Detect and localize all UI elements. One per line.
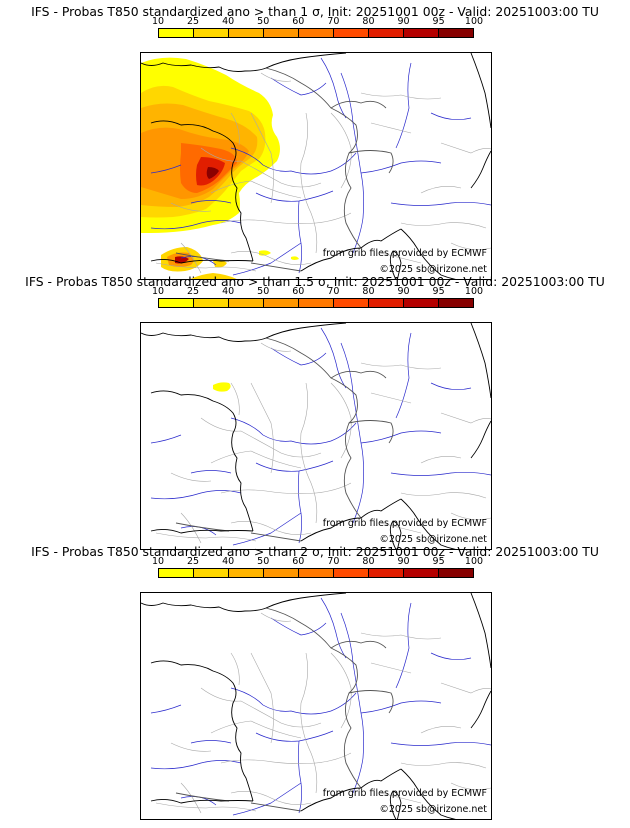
colorbar-segment [439, 299, 473, 307]
colorbar-segment [334, 299, 369, 307]
panel-2: IFS - Probas T850 standardized ano > tha… [0, 274, 630, 550]
colorbar-segment [404, 299, 439, 307]
colorbar-segment [264, 29, 299, 37]
tick-label: 90 [397, 16, 410, 27]
colorbar-segment [229, 299, 264, 307]
tick-label: 40 [222, 16, 235, 27]
colorbar-segment [194, 29, 229, 37]
colorbar-ticks: 10 25 40 50 60 70 80 90 95 100 [152, 556, 483, 567]
tick-label: 10 [151, 16, 165, 27]
colorbar-ticks: 10 25 40 50 60 70 80 90 95 100 [152, 16, 483, 27]
tick-label: 80 [362, 286, 375, 297]
colorbar-segment [194, 299, 229, 307]
colorbar-segment [334, 29, 369, 37]
colorbar [158, 568, 474, 578]
source-credit: from grib files provided by ECMWF [322, 248, 487, 259]
tick-label: 100 [464, 16, 484, 27]
colorbar [158, 28, 474, 38]
tick-label: 50 [257, 286, 270, 297]
copyright: ©2025 sb@irizone.net [379, 534, 487, 545]
tick-label: 95 [432, 556, 445, 567]
tick-label: 80 [362, 556, 375, 567]
tick-label: 50 [257, 16, 270, 27]
panel-3: IFS - Probas T850 standardized ano > tha… [0, 544, 630, 820]
copyright: ©2025 sb@irizone.net [379, 804, 487, 815]
colorbar-segment [439, 569, 473, 577]
colorbar [158, 298, 474, 308]
colorbar-segment [369, 569, 404, 577]
colorbar-segment [264, 569, 299, 577]
colorbar-segment [299, 29, 334, 37]
panel-title: IFS - Probas T850 standardized ano > tha… [31, 544, 599, 559]
tick-label: 25 [187, 286, 200, 297]
tick-label: 40 [222, 286, 235, 297]
colorbar-segment [229, 29, 264, 37]
tick-label: 25 [187, 556, 200, 567]
colorbar-ticks: 10 25 40 50 60 70 80 90 95 100 [152, 286, 483, 297]
tick-label: 80 [362, 16, 375, 27]
map: from grib files provided by ECMWF ©2025 … [140, 592, 492, 820]
tick-label: 60 [292, 556, 305, 567]
tick-label: 90 [397, 286, 410, 297]
colorbar-segment [404, 29, 439, 37]
map-canvas [141, 593, 491, 819]
colorbar-segment [299, 299, 334, 307]
tick-label: 90 [397, 556, 410, 567]
tick-label: 10 [151, 556, 165, 567]
colorbar-segment [369, 29, 404, 37]
panel-title: IFS - Probas T850 standardized ano > tha… [31, 4, 599, 19]
colorbar-segment [264, 299, 299, 307]
map: from grib files provided by ECMWF ©2025 … [140, 52, 492, 280]
colorbar-segment [299, 569, 334, 577]
tick-label: 40 [222, 556, 235, 567]
probability-overlay [213, 382, 231, 392]
tick-label: 50 [257, 556, 270, 567]
tick-label: 100 [464, 556, 484, 567]
tick-label: 60 [292, 16, 305, 27]
source-credit: from grib files provided by ECMWF [322, 788, 487, 799]
probability-overlay [141, 57, 299, 279]
colorbar-segment [194, 569, 229, 577]
tick-label: 60 [292, 286, 305, 297]
colorbar-segment [369, 299, 404, 307]
source-credit: from grib files provided by ECMWF [322, 518, 487, 529]
colorbar-segment [404, 569, 439, 577]
colorbar-segment [334, 569, 369, 577]
tick-label: 95 [432, 286, 445, 297]
panel-1: IFS - Probas T850 standardized ano > tha… [0, 4, 630, 280]
tick-label: 10 [151, 286, 165, 297]
colorbar-segment [159, 29, 194, 37]
tick-label: 25 [187, 16, 200, 27]
colorbar-segment [159, 569, 194, 577]
map: from grib files provided by ECMWF ©2025 … [140, 322, 492, 550]
tick-label: 70 [327, 556, 340, 567]
colorbar-segment [159, 299, 194, 307]
tick-label: 100 [464, 286, 484, 297]
colorbar-segment [439, 29, 473, 37]
tick-label: 70 [327, 16, 340, 27]
map-canvas [141, 53, 491, 279]
copyright: ©2025 sb@irizone.net [379, 264, 487, 275]
map-canvas [141, 323, 491, 549]
tick-label: 70 [327, 286, 340, 297]
colorbar-segment [229, 569, 264, 577]
tick-label: 95 [432, 16, 445, 27]
panel-title: IFS - Probas T850 standardized ano > tha… [25, 274, 605, 289]
